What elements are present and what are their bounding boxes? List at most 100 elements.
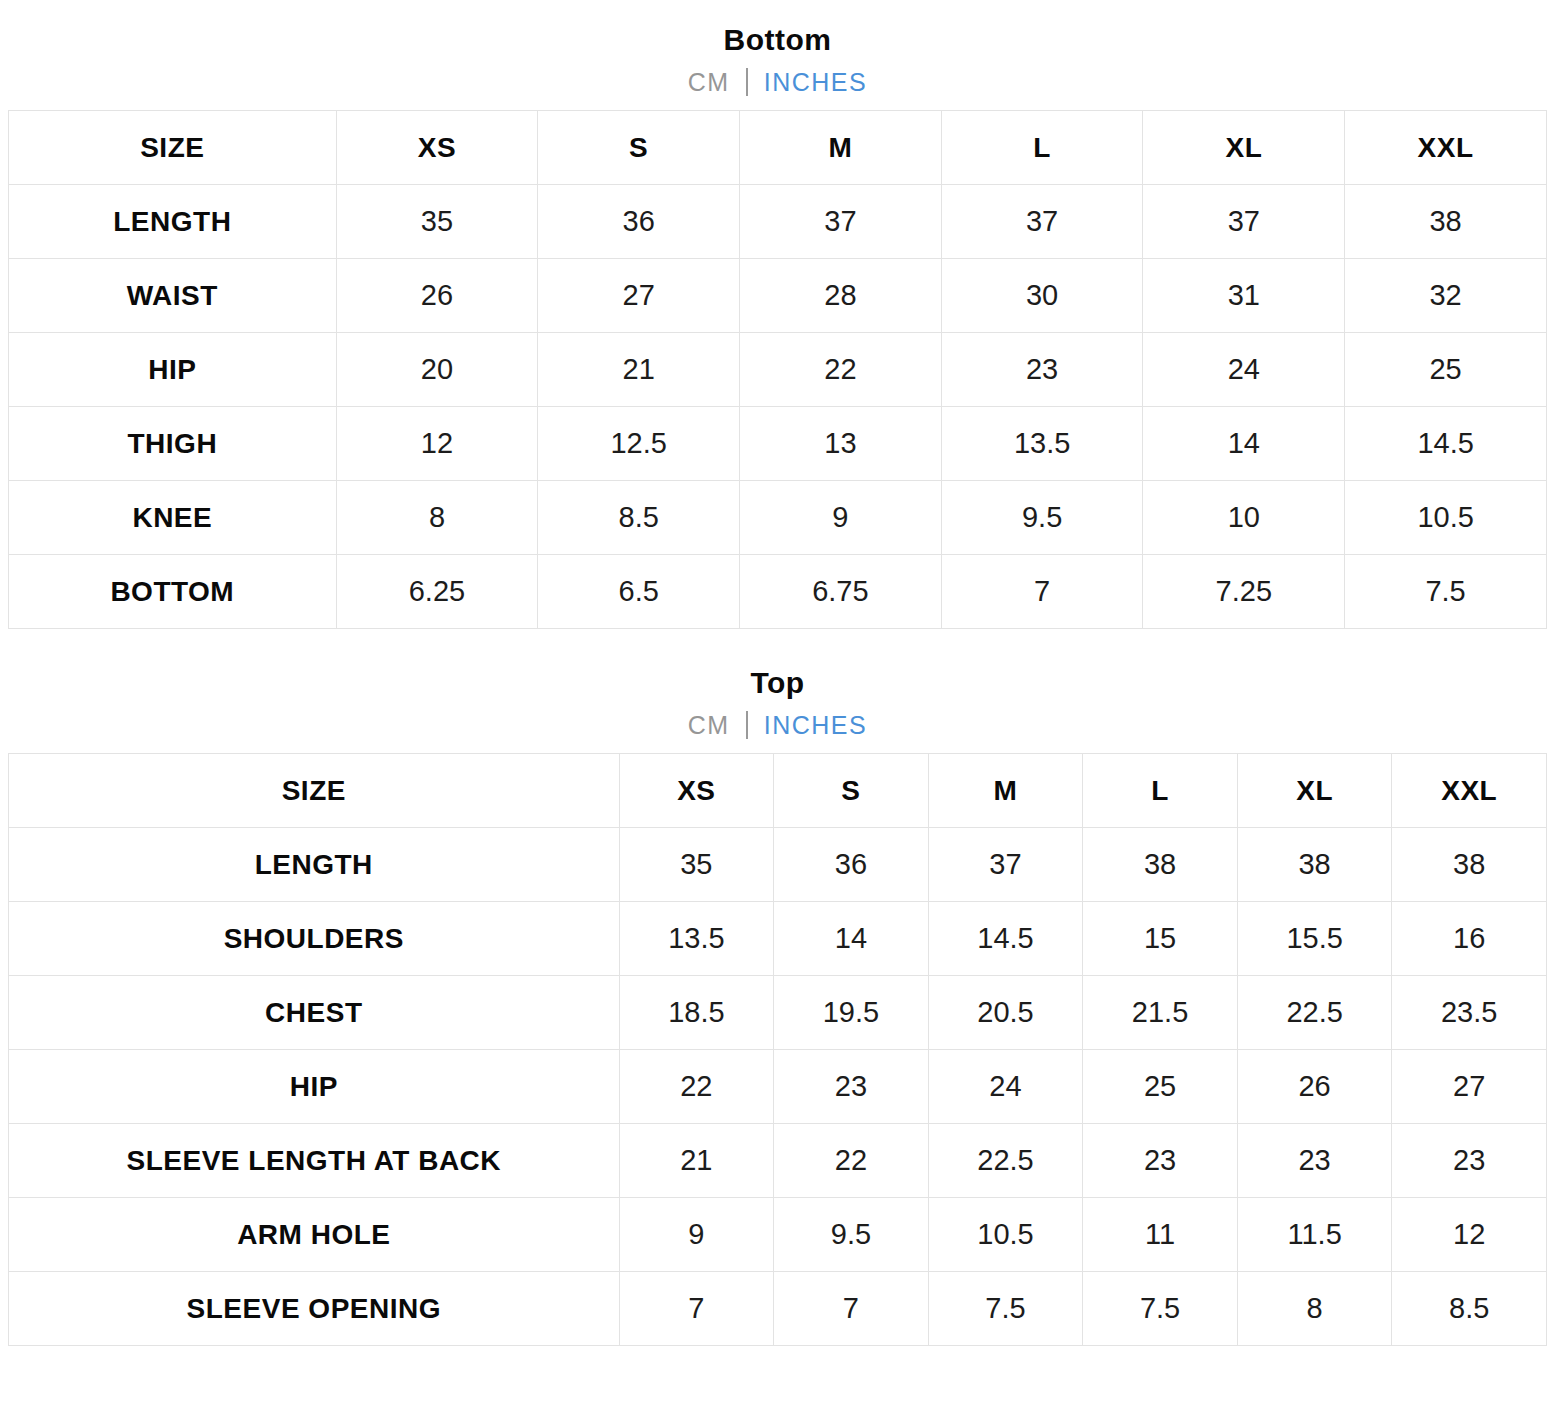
value-cell: 14 <box>1143 407 1345 481</box>
value-cell: 7.25 <box>1143 555 1345 629</box>
value-cell: 12 <box>1392 1198 1547 1272</box>
value-cell: 27 <box>538 259 740 333</box>
column-header-cell: XS <box>336 111 538 185</box>
value-cell: 23 <box>941 333 1143 407</box>
bottom-size-table: SIZEXSSMLXLXXLLENGTH353637373738WAIST262… <box>8 110 1547 629</box>
top-unit-cm-button[interactable]: CM <box>688 710 730 740</box>
table-header-row: SIZEXSSMLXLXXL <box>9 111 1547 185</box>
row-label-cell: SHOULDERS <box>9 902 620 976</box>
value-cell: 27 <box>1392 1050 1547 1124</box>
value-cell: 14 <box>774 902 929 976</box>
column-header-cell: XXL <box>1345 111 1547 185</box>
bottom-unit-inches-button[interactable]: INCHES <box>764 67 867 97</box>
table-row: THIGH1212.51313.51414.5 <box>9 407 1547 481</box>
top-unit-toggle: CM INCHES <box>0 710 1555 740</box>
value-cell: 11 <box>1083 1198 1238 1272</box>
top-size-section: Top CM INCHES SIZEXSSMLXLXXLLENGTH353637… <box>0 629 1555 1346</box>
value-cell: 36 <box>538 185 740 259</box>
table-row: CHEST18.519.520.521.522.523.5 <box>9 976 1547 1050</box>
value-cell: 36 <box>774 828 929 902</box>
bottom-unit-cm-button[interactable]: CM <box>688 67 730 97</box>
value-cell: 22 <box>740 333 942 407</box>
value-cell: 13 <box>740 407 942 481</box>
value-cell: 11.5 <box>1237 1198 1392 1272</box>
value-cell: 8 <box>1237 1272 1392 1346</box>
value-cell: 37 <box>1143 185 1345 259</box>
table-row: SHOULDERS13.51414.51515.516 <box>9 902 1547 976</box>
value-cell: 37 <box>740 185 942 259</box>
table-row: LENGTH353637383838 <box>9 828 1547 902</box>
column-header-cell: L <box>941 111 1143 185</box>
value-cell: 7.5 <box>928 1272 1083 1346</box>
value-cell: 22 <box>619 1050 774 1124</box>
row-label-cell: KNEE <box>9 481 337 555</box>
value-cell: 31 <box>1143 259 1345 333</box>
value-cell: 38 <box>1345 185 1547 259</box>
value-cell: 7 <box>774 1272 929 1346</box>
value-cell: 18.5 <box>619 976 774 1050</box>
value-cell: 21.5 <box>1083 976 1238 1050</box>
row-label-cell: CHEST <box>9 976 620 1050</box>
bottom-unit-toggle: CM INCHES <box>0 67 1555 97</box>
value-cell: 20 <box>336 333 538 407</box>
value-cell: 15.5 <box>1237 902 1392 976</box>
table-row: BOTTOM6.256.56.7577.257.5 <box>9 555 1547 629</box>
value-cell: 23 <box>1392 1124 1547 1198</box>
value-cell: 21 <box>619 1124 774 1198</box>
value-cell: 8.5 <box>538 481 740 555</box>
unit-toggle-divider <box>746 68 748 96</box>
top-size-table: SIZEXSSMLXLXXLLENGTH353637383838SHOULDER… <box>8 753 1547 1346</box>
value-cell: 26 <box>336 259 538 333</box>
table-row: SLEEVE OPENING777.57.588.5 <box>9 1272 1547 1346</box>
table-header-row: SIZEXSSMLXLXXL <box>9 754 1547 828</box>
value-cell: 24 <box>1143 333 1345 407</box>
table-row: KNEE88.599.51010.5 <box>9 481 1547 555</box>
top-unit-inches-button[interactable]: INCHES <box>764 710 867 740</box>
column-header-cell: M <box>928 754 1083 828</box>
value-cell: 30 <box>941 259 1143 333</box>
value-cell: 7 <box>619 1272 774 1346</box>
value-cell: 10.5 <box>1345 481 1547 555</box>
value-cell: 24 <box>928 1050 1083 1124</box>
value-cell: 6.75 <box>740 555 942 629</box>
value-cell: 14.5 <box>1345 407 1547 481</box>
row-label-cell: THIGH <box>9 407 337 481</box>
value-cell: 20.5 <box>928 976 1083 1050</box>
column-header-cell: SIZE <box>9 111 337 185</box>
value-cell: 22.5 <box>1237 976 1392 1050</box>
table-row: ARM HOLE99.510.51111.512 <box>9 1198 1547 1272</box>
value-cell: 9 <box>619 1198 774 1272</box>
row-label-cell: SLEEVE OPENING <box>9 1272 620 1346</box>
table-row: LENGTH353637373738 <box>9 185 1547 259</box>
value-cell: 14.5 <box>928 902 1083 976</box>
column-header-cell: L <box>1083 754 1238 828</box>
value-cell: 6.25 <box>336 555 538 629</box>
value-cell: 9.5 <box>774 1198 929 1272</box>
value-cell: 38 <box>1392 828 1547 902</box>
value-cell: 10.5 <box>928 1198 1083 1272</box>
value-cell: 28 <box>740 259 942 333</box>
value-cell: 16 <box>1392 902 1547 976</box>
row-label-cell: HIP <box>9 333 337 407</box>
row-label-cell: HIP <box>9 1050 620 1124</box>
value-cell: 23 <box>774 1050 929 1124</box>
value-cell: 7.5 <box>1345 555 1547 629</box>
value-cell: 22 <box>774 1124 929 1198</box>
value-cell: 32 <box>1345 259 1547 333</box>
column-header-cell: XL <box>1237 754 1392 828</box>
column-header-cell: XL <box>1143 111 1345 185</box>
value-cell: 35 <box>619 828 774 902</box>
value-cell: 13.5 <box>619 902 774 976</box>
value-cell: 8 <box>336 481 538 555</box>
value-cell: 23.5 <box>1392 976 1547 1050</box>
table-row: HIP222324252627 <box>9 1050 1547 1124</box>
value-cell: 8.5 <box>1392 1272 1547 1346</box>
value-cell: 9 <box>740 481 942 555</box>
top-section-title: Top <box>0 665 1555 701</box>
row-label-cell: WAIST <box>9 259 337 333</box>
row-label-cell: SLEEVE LENGTH AT BACK <box>9 1124 620 1198</box>
value-cell: 25 <box>1083 1050 1238 1124</box>
row-label-cell: BOTTOM <box>9 555 337 629</box>
value-cell: 21 <box>538 333 740 407</box>
value-cell: 26 <box>1237 1050 1392 1124</box>
